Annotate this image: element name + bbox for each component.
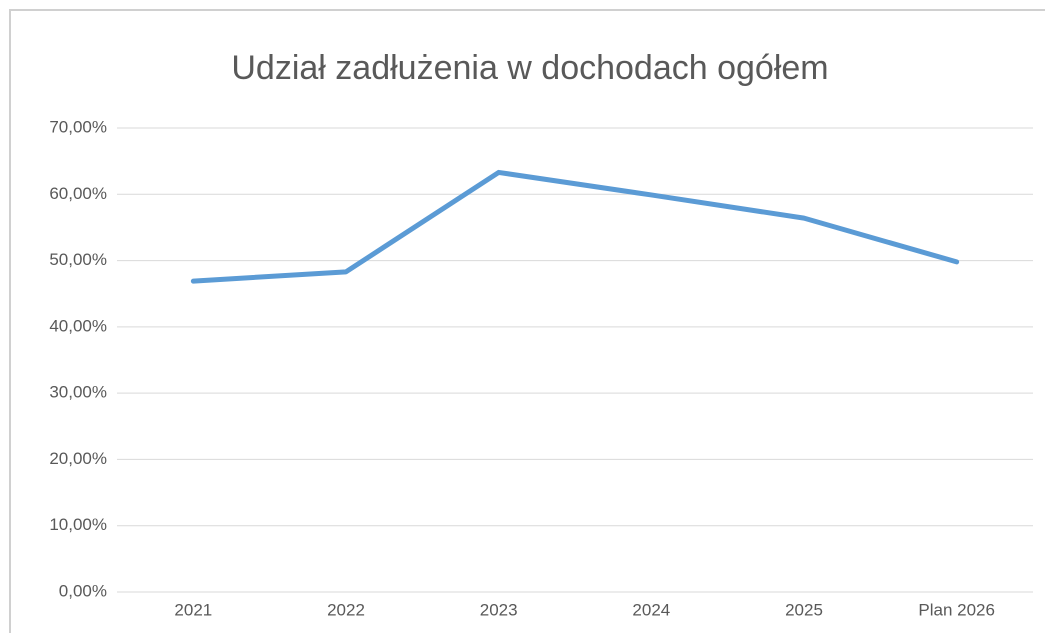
y-tick-label: 60,00% (49, 184, 107, 203)
data-line (190, 169, 960, 284)
chart-title: Udział zadłużenia w dochodach ogółem (231, 49, 828, 87)
y-tick-label: 0,00% (59, 581, 107, 600)
y-tick-label: 30,00% (49, 383, 107, 402)
y-tick-label: 40,00% (49, 316, 107, 335)
y-tick-label: 20,00% (49, 449, 107, 468)
x-tick-label: 2022 (327, 600, 365, 619)
x-tick-label: 2021 (174, 600, 212, 619)
x-tick-label: 2023 (480, 600, 518, 619)
y-tick-label: 50,00% (49, 250, 107, 269)
x-tick-label: 2024 (632, 600, 670, 619)
y-tick-label: 10,00% (49, 515, 107, 534)
x-tick-label: Plan 2026 (918, 600, 995, 619)
x-tick-label: 2025 (785, 600, 823, 619)
y-tick-label: 70,00% (49, 117, 107, 136)
chart-frame (9, 9, 1045, 633)
